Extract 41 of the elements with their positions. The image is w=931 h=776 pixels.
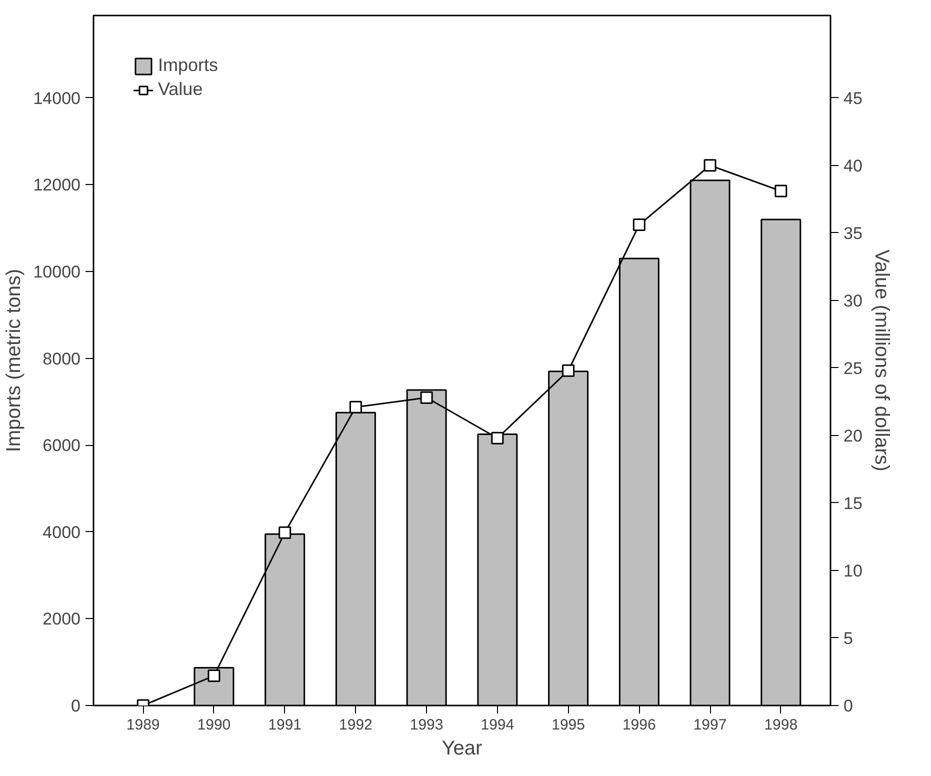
point: [278, 526, 292, 539]
x-tick-label: 1992: [339, 716, 372, 734]
legend-label: Value: [158, 79, 203, 100]
y-tick-label: 10000: [33, 262, 81, 282]
x-tick-label: 1998: [764, 716, 798, 734]
y-axis-title: Imports (metric tons): [3, 268, 26, 452]
x-tick-label: 1993: [410, 716, 444, 734]
y2-tick-label: 10: [844, 561, 862, 580]
y-tick-label: 2000: [42, 610, 81, 629]
point: [420, 391, 433, 404]
x-tick-label: 1994: [480, 716, 514, 734]
x-tick-label: 1997: [693, 716, 727, 734]
point: [632, 218, 646, 232]
y2-tick-label: 30: [844, 291, 862, 310]
point: [774, 184, 788, 198]
x-tick-label: 1989: [126, 716, 160, 734]
y-tick-label: 14000: [33, 88, 81, 108]
x-axis-title: Year: [442, 738, 483, 760]
y2-tick-label: 40: [844, 156, 862, 176]
y2-tick-label: 15: [844, 494, 862, 513]
y2-tick-label: 45: [844, 88, 862, 108]
y2-axis-title: Value (millions of dollars): [870, 250, 892, 472]
y2-tick-label: 25: [844, 358, 862, 378]
y-tick-label: 0: [71, 696, 81, 716]
x-tick-label: 1991: [268, 716, 302, 734]
point: [208, 670, 220, 682]
y-tick-label: 12000: [33, 176, 81, 195]
y-tick-label: 8000: [42, 349, 81, 368]
y2-tick-label: 0: [844, 696, 853, 716]
point: [704, 159, 716, 172]
y-tick-label: 4000: [42, 522, 81, 542]
y2-tick-label: 20: [844, 426, 862, 446]
point: [491, 432, 504, 444]
y-tick-label: 6000: [42, 436, 81, 456]
x-tick-label: 1990: [197, 716, 231, 734]
y2-tick-label: 35: [844, 224, 862, 243]
x-tick-label: 1996: [622, 716, 656, 734]
y2-tick-label: 5: [844, 628, 853, 648]
legend-label: Imports: [158, 55, 218, 76]
x-tick-label: 1995: [552, 716, 585, 734]
point: [562, 364, 575, 377]
